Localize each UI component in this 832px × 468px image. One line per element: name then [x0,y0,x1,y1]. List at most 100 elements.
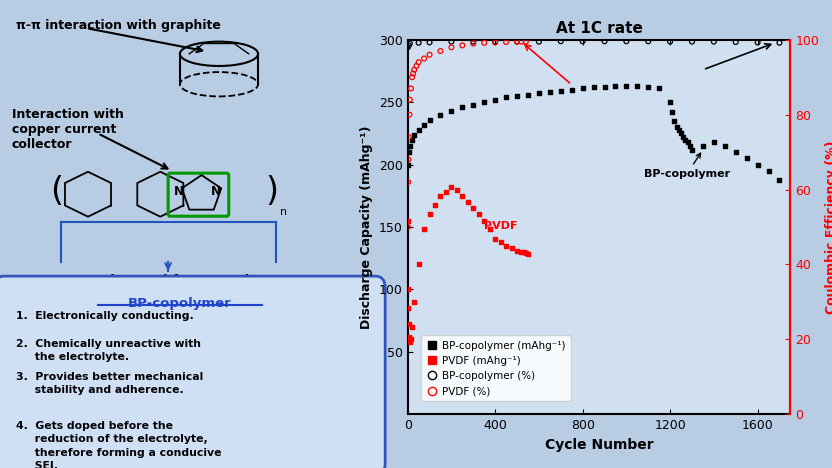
BP-copolymer (mAhg⁻¹) [652,85,666,92]
PVDF (mAhg⁻¹) [403,333,416,341]
PVDF (mAhg⁻¹) [505,244,518,252]
Text: N: N [174,185,184,198]
BP-copolymer (mAhg⁻¹) [683,142,696,150]
BP-copolymer (mAhg⁻¹) [631,82,644,90]
BP-copolymer (%) [576,37,589,45]
BP-copolymer (%) [401,44,414,51]
BP-copolymer (mAhg⁻¹) [773,176,786,183]
PVDF (%) [402,156,415,163]
BP-copolymer (mAhg⁻¹) [423,116,436,124]
BP-copolymer (mAhg⁻¹) [740,154,753,162]
PVDF (%) [407,70,420,77]
BP-copolymer (%) [467,38,480,45]
BP-copolymer (%) [412,39,425,46]
PVDF (%) [404,85,418,92]
BP-copolymer (%) [663,38,676,45]
BP-copolymer (%) [404,40,417,47]
PVDF (%) [445,44,458,51]
BP-copolymer (mAhg⁻¹) [408,131,421,139]
Legend: BP-copolymer (mAhg⁻¹), PVDF (mAhg⁻¹), BP-copolymer (%), PVDF (%): BP-copolymer (mAhg⁻¹), PVDF (mAhg⁻¹), BP… [420,336,571,402]
PVDF (mAhg⁻¹) [412,261,425,268]
BP-copolymer (mAhg⁻¹) [587,83,600,91]
BP-copolymer (mAhg⁻¹) [418,121,431,128]
Text: N: N [211,185,221,198]
BP-copolymer (mAhg⁻¹) [402,148,415,156]
PVDF (mAhg⁻¹) [456,192,469,199]
PVDF (mAhg⁻¹) [494,238,508,246]
BP-copolymer (%) [510,38,523,45]
BP-copolymer (%) [402,42,415,49]
BP-copolymer (mAhg⁻¹) [675,130,688,137]
BP-copolymer (%) [729,38,742,46]
PVDF (%) [488,39,502,46]
BP-copolymer (%) [641,37,655,45]
Text: π-π interaction with graphite: π-π interaction with graphite [16,19,220,32]
PVDF (%) [418,55,431,62]
BP-copolymer (mAhg⁻¹) [554,87,567,95]
BP-copolymer (mAhg⁻¹) [543,88,557,96]
PVDF (mAhg⁻¹) [423,211,436,218]
PVDF (mAhg⁻¹) [510,247,523,255]
BP-copolymer (mAhg⁻¹) [609,82,622,90]
BP-copolymer (mAhg⁻¹) [666,109,679,116]
BP-copolymer (mAhg⁻¹) [478,98,491,106]
BP-copolymer (%) [773,39,786,46]
BP-copolymer (mAhg⁻¹) [672,126,686,133]
BP-copolymer (mAhg⁻¹) [445,107,458,115]
PVDF (mAhg⁻¹) [515,248,528,256]
X-axis label: Cycle Number: Cycle Number [545,438,653,452]
BP-copolymer (%) [445,38,458,45]
BP-copolymer (mAhg⁻¹) [598,83,612,91]
Y-axis label: Discharge Capacity (mAhg⁻¹): Discharge Capacity (mAhg⁻¹) [360,125,374,329]
FancyBboxPatch shape [0,276,385,468]
Text: BP-copolymer: BP-copolymer [644,153,730,179]
BP-copolymer (mAhg⁻¹) [663,98,676,106]
BP-copolymer (mAhg⁻¹) [522,91,535,98]
BP-copolymer (mAhg⁻¹) [510,92,523,100]
PVDF (mAhg⁻¹) [433,192,447,199]
BP-copolymer (mAhg⁻¹) [532,90,546,97]
PVDF (mAhg⁻¹) [445,183,458,191]
PVDF (%) [433,47,447,55]
BP-copolymer (mAhg⁻¹) [751,161,765,168]
BP-copolymer (mAhg⁻¹) [676,133,690,141]
BP-copolymer (%) [707,38,721,45]
BP-copolymer (mAhg⁻¹) [681,139,694,146]
BP-copolymer (mAhg⁻¹) [679,136,692,143]
BP-copolymer (mAhg⁻¹) [729,148,742,156]
Text: n: n [280,207,287,217]
PVDF (%) [423,51,436,58]
PVDF (mAhg⁻¹) [439,188,453,196]
BP-copolymer (mAhg⁻¹) [412,126,425,133]
PVDF (mAhg⁻¹) [402,285,415,293]
BP-copolymer (%) [423,39,436,46]
BP-copolymer (%) [598,37,612,45]
PVDF (mAhg⁻¹) [418,226,431,233]
PVDF (%) [402,178,415,186]
BP-copolymer (mAhg⁻¹) [433,111,447,118]
PVDF (mAhg⁻¹) [499,242,513,249]
BP-copolymer (%) [686,38,699,45]
BP-copolymer (mAhg⁻¹) [499,94,513,101]
BP-copolymer (mAhg⁻¹) [401,161,414,168]
PVDF (mAhg⁻¹) [408,298,421,306]
PVDF (mAhg⁻¹) [519,249,532,257]
Text: BP-copolymer: BP-copolymer [128,297,232,310]
BP-copolymer (mAhg⁻¹) [670,124,683,131]
Text: 4.  Gets doped before the
     reduction of the electrolyte,
     therefore form: 4. Gets doped before the reduction of th… [16,421,221,468]
PVDF (mAhg⁻¹) [478,217,491,225]
PVDF (%) [405,73,418,81]
PVDF (%) [402,133,415,141]
Text: (: ( [50,176,63,208]
BP-copolymer (mAhg⁻¹) [762,167,775,175]
BP-copolymer (mAhg⁻¹) [707,139,721,146]
PVDF (%) [401,223,414,231]
Text: 2.  Chemically unreactive with
     the electrolyte.: 2. Chemically unreactive with the electr… [16,339,201,363]
BP-copolymer (mAhg⁻¹) [620,82,633,90]
Text: ): ) [265,176,278,208]
BP-copolymer (%) [488,38,502,45]
PVDF (mAhg⁻¹) [450,186,463,193]
BP-copolymer (mAhg⁻¹) [641,83,655,91]
BP-copolymer (mAhg⁻¹) [405,136,418,143]
PVDF (mAhg⁻¹) [522,251,535,258]
